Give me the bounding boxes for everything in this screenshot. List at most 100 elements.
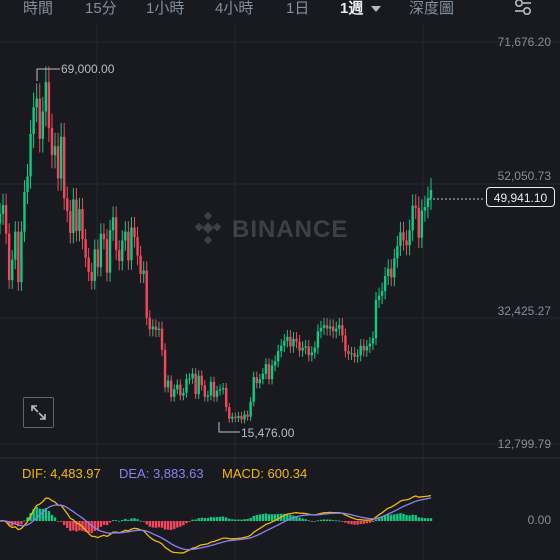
- tab-1w[interactable]: 1週: [340, 0, 382, 18]
- macd-bar: [221, 516, 225, 521]
- macd-bar: [105, 521, 109, 526]
- price-label-2: 52,050.73: [498, 169, 552, 183]
- macd-bar: [185, 521, 188, 524]
- macd-bar: [243, 519, 246, 521]
- candle: [408, 219, 411, 256]
- candle: [151, 319, 155, 337]
- tab-time[interactable]: 時間: [23, 0, 54, 17]
- macd-bar: [405, 515, 408, 521]
- candle: [20, 221, 23, 291]
- macd-bar: [50, 514, 54, 521]
- macd-bar: [84, 521, 87, 532]
- high-label: 69,000.00: [61, 62, 115, 76]
- candle: [14, 221, 17, 270]
- macd-bar: [66, 521, 69, 528]
- macd-bar: [252, 515, 255, 521]
- candle: [267, 358, 271, 385]
- candle: [127, 221, 130, 270]
- macd-bar: [429, 518, 433, 521]
- candle: [35, 83, 38, 123]
- macd-bar: [7, 521, 11, 526]
- candle: [347, 344, 350, 361]
- macd-bar: [387, 514, 390, 521]
- candle: [359, 339, 362, 362]
- candle: [114, 206, 118, 260]
- settings-icon[interactable]: [513, 0, 533, 16]
- macd-bar: [298, 517, 301, 521]
- price-label-top: 71,676.20: [498, 35, 552, 49]
- macd-bar: [20, 521, 23, 525]
- candle: [331, 319, 335, 339]
- candle: [414, 194, 417, 220]
- candle: [411, 194, 414, 241]
- candle: [319, 320, 323, 339]
- candle: [47, 66, 51, 142]
- candle: [371, 331, 375, 351]
- candle: [218, 384, 222, 396]
- candle: [387, 259, 390, 285]
- tab-depth[interactable]: 深度圖: [409, 0, 455, 17]
- candle: [121, 230, 124, 271]
- tab-1d[interactable]: 1日: [286, 0, 310, 17]
- chevron-down-icon[interactable]: [371, 6, 382, 13]
- macd-bar: [182, 521, 185, 526]
- candle: [99, 223, 103, 277]
- macd-bar: [325, 519, 329, 521]
- candle: [380, 282, 384, 305]
- binance-logo-icon: [194, 211, 222, 245]
- candle: [203, 380, 207, 402]
- macd-bar: [93, 521, 96, 531]
- candle: [344, 328, 347, 358]
- macd-bar: [124, 518, 127, 521]
- tab-4h[interactable]: 4小時: [215, 0, 254, 17]
- macd-bar: [17, 521, 20, 527]
- tab-15m[interactable]: 15分: [85, 0, 117, 17]
- dea-readout: DEA: 3,883.63: [119, 466, 204, 481]
- candle: [102, 223, 106, 250]
- candle: [356, 349, 359, 363]
- macd-bar: [393, 514, 396, 521]
- macd-bar: [32, 509, 35, 521]
- candle: [280, 339, 283, 358]
- candle: [108, 219, 112, 282]
- candle: [84, 228, 87, 268]
- macd-bar: [414, 514, 417, 521]
- candle: [62, 122, 66, 210]
- macd-bar: [35, 507, 38, 521]
- candle: [261, 368, 265, 385]
- macd-bar: [295, 516, 298, 521]
- macd-bar: [365, 521, 369, 524]
- macd-bar: [371, 521, 375, 523]
- candle: [56, 132, 60, 191]
- macd-bar: [273, 514, 277, 521]
- candle: [191, 368, 194, 384]
- expand-icon: [31, 405, 46, 420]
- candle: [249, 397, 252, 421]
- tab-1h[interactable]: 1小時: [146, 0, 185, 17]
- low-marker: [218, 422, 240, 433]
- macd-bar: [319, 519, 323, 521]
- candle: [390, 259, 393, 287]
- macd-bar: [374, 519, 378, 521]
- macd-zero-label: 0.00: [528, 513, 552, 527]
- macd-bar: [163, 521, 167, 530]
- macd-bar: [176, 521, 179, 528]
- candle: [136, 226, 139, 266]
- candle: [283, 334, 286, 353]
- candle: [160, 321, 164, 357]
- expand-button[interactable]: [23, 397, 54, 428]
- candle: [335, 321, 338, 339]
- candle: [154, 319, 158, 338]
- low-label: 15,476.00: [241, 426, 295, 440]
- candle: [173, 384, 176, 402]
- macd-bar: [322, 519, 326, 521]
- binance-watermark: BINANCE: [194, 211, 347, 245]
- candle: [200, 370, 203, 391]
- candle: [1, 193, 5, 226]
- macd-bar: [362, 521, 365, 524]
- macd-bar: [380, 516, 384, 521]
- macd-bar: [59, 521, 63, 522]
- candle: [316, 324, 320, 355]
- candle: [270, 359, 274, 385]
